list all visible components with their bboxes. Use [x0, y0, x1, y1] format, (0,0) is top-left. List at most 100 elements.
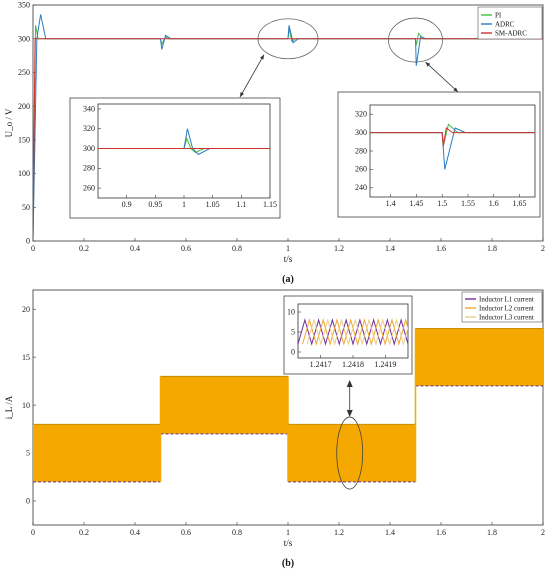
chart-a-arrow-head: [240, 92, 244, 97]
chart-b-y-tick-label: 0: [26, 497, 30, 506]
chart-b-x-tick-label: 1.8: [487, 528, 497, 537]
chart-b-x-tick-label: 1.6: [436, 528, 446, 537]
chart-a-x-tick-label: 1: [286, 244, 290, 253]
chart-a-inset-plot-frame: [97, 103, 271, 199]
chart-a-inset-y-tick-label: 340: [83, 104, 95, 113]
chart-a-x-tick-label: 1.4: [385, 244, 395, 253]
chart-b-inset-x-tick-label: 1.2418: [342, 360, 364, 369]
chart-b-x-tick-label: 0.4: [130, 528, 140, 537]
chart-a-legend-label: PI: [495, 12, 502, 20]
chart-a-inset-y-tick-label: 280: [83, 164, 95, 173]
chart-a-inset-y-tick-label: 300: [83, 144, 95, 153]
chart-a-x-tick-label: 0: [31, 244, 35, 253]
chart-b-ripple-band: [160, 376, 288, 434]
chart-a-x-tick-label: 0.4: [130, 244, 140, 253]
chart-a-caption: (a): [282, 274, 294, 285]
chart-a-series-sm-adrc: [33, 38, 543, 241]
chart-b-x-tick-label: 1.2: [334, 528, 344, 537]
chart-a-inset-x-tick-label: 1.05: [206, 200, 220, 209]
chart-a-x-tick-label: 2: [541, 244, 545, 253]
chart-a-inset-x-tick-label: 1.15: [263, 200, 277, 209]
chart-a-inset-x-tick-label: 0.9: [122, 200, 132, 209]
chart-a-inset-x-tick-label: 1.55: [461, 199, 475, 208]
chart-b-y-tick-label: 5: [26, 449, 30, 458]
chart-b-inset-plot-frame: [297, 303, 409, 359]
chart-a-inset-y-tick-label: 260: [83, 183, 95, 192]
chart-a-x-axis-label: t/s: [284, 254, 293, 264]
chart-b-x-tick-label: 1.4: [385, 528, 395, 537]
chart-a-zoom-ellipse: [257, 18, 319, 60]
chart-b-ripple-band: [415, 328, 543, 386]
chart-a-x-tick-label: 1.6: [436, 244, 446, 253]
chart-b-x-tick-label: 2: [541, 528, 545, 537]
chart-a-x-tick-label: 0.8: [232, 244, 242, 253]
chart-a-x-tick-label: 0.6: [181, 244, 191, 253]
chart-a-y-tick-label: 50: [22, 203, 30, 212]
chart-a-zoom-ellipse: [388, 17, 443, 63]
chart-a-inset-x-tick-label: 1.1: [236, 200, 246, 209]
chart-b-inset-x-tick-label: 1.2417: [310, 360, 332, 369]
chart-b-ripple-band: [33, 424, 161, 482]
chart-b-x-axis-label: t/s: [284, 538, 293, 548]
chart-a-inset-y-tick-label: 240: [355, 183, 367, 192]
chart-b-y-axis-label: i_L /A: [4, 395, 14, 419]
chart-a-zoom-arrow: [425, 61, 459, 93]
chart-b: 0 0.2 0.4 0.6 0.8 1 1.2 1.4 1.6 1.8 205101520t/si_…: [4, 289, 545, 569]
chart-a-inset-x-tick-label: 1.5: [437, 199, 447, 208]
chart-b-inset-series-inductor-l3-current: [306, 318, 408, 346]
chart-a-inset-y-tick-label: 300: [355, 128, 367, 137]
chart-b-arrow-head: [346, 380, 353, 387]
chart-b-ripple-band: [288, 424, 416, 482]
chart-b-inset-series-inductor-l2-current: [302, 318, 408, 346]
chart-a-inset-x-tick-label: 1: [182, 200, 186, 209]
chart-b-x-tick-label: 0: [31, 528, 35, 537]
chart-a-x-tick-label: 1.2: [334, 244, 344, 253]
chart-a-inset-x-tick-label: 1.45: [409, 199, 423, 208]
chart-b-x-tick-label: 0.6: [181, 528, 191, 537]
chart-b-inset-y-tick-label: 5: [291, 327, 295, 336]
chart-a-y-tick-label: 0: [26, 237, 30, 246]
chart-a-zoom-arrow: [239, 54, 265, 98]
chart-a-inset-y-tick-label: 320: [83, 124, 95, 133]
chart-a-y-tick-label: 300: [18, 34, 30, 43]
chart-b-inset-y-tick-label: 10: [287, 307, 295, 316]
chart-a-arrow-head: [453, 87, 458, 92]
chart-a-inset-x-tick-label: 1.4: [386, 199, 396, 208]
chart-a-legend-label: SM-ADRC: [495, 30, 527, 38]
chart-a-inset-x-tick-label: 0.95: [148, 200, 162, 209]
chart-a-y-tick-label: 200: [18, 102, 30, 111]
chart-a-inset-y-tick-label: 280: [355, 146, 367, 155]
chart-b-x-tick-label: 1: [286, 528, 290, 537]
chart-a-x-tick-label: 0.2: [79, 244, 89, 253]
chart-a-inset-x-tick-label: 1.65: [513, 199, 527, 208]
chart-b-legend-label: Inductor L3 current: [479, 314, 534, 322]
chart-a-y-tick-label: 100: [18, 169, 30, 178]
chart-b-y-tick-label: 15: [22, 353, 30, 362]
chart-a-y-axis-label: U_o / V: [4, 108, 14, 137]
chart-b-y-tick-label: 10: [22, 401, 30, 410]
chart-b-x-tick-label: 0.8: [232, 528, 242, 537]
chart-a-legend-label: ADRC: [495, 21, 515, 29]
chart-a-y-tick-label: 150: [18, 136, 30, 145]
chart-b-zoom-ellipse: [336, 416, 364, 490]
chart-a-y-tick-label: 250: [18, 68, 30, 77]
chart-a-x-tick-label: 1.8: [487, 244, 497, 253]
chart-b-caption: (b): [282, 558, 294, 569]
chart-a-arrow-head: [425, 62, 431, 67]
chart-b-x-tick-label: 0.2: [79, 528, 89, 537]
chart-a-inset-plot-frame: [369, 104, 536, 198]
chart-a-y-tick-label: 350: [18, 1, 30, 10]
chart-b-inset-y-tick-label: 0: [291, 347, 295, 356]
chart-a-inset-y-tick-label: 320: [355, 110, 367, 119]
chart-a: 0 0.2 0.4 0.6 0.8 1 1.2 1.4 1.6 1.8 2 0 50 100 150 200 2…: [4, 1, 545, 285]
chart-a-inset-series-sm-adrc: [370, 127, 535, 147]
chart-b-legend-label: Inductor L2 current: [479, 305, 534, 313]
chart-b-legend-label: Inductor L1 current: [479, 296, 534, 304]
chart-a-arrow-head: [260, 54, 264, 60]
chart-a-inset-y-tick-label: 260: [355, 165, 367, 174]
chart-b-y-tick-label: 20: [22, 305, 30, 314]
chart-b-arrow-head: [346, 410, 353, 417]
chart-b-inset-x-tick-label: 1.2419: [374, 360, 396, 369]
chart-a-inset-x-tick-label: 1.6: [489, 199, 499, 208]
